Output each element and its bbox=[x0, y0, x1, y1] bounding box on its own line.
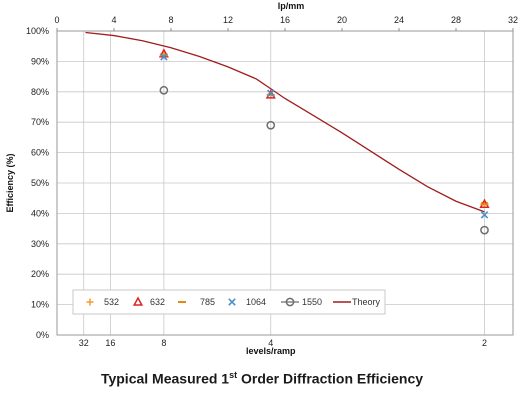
top-tick-label: 32 bbox=[508, 15, 518, 25]
marker-stroke bbox=[480, 211, 489, 219]
legend-item-1064: 1064 bbox=[228, 297, 266, 307]
legend-label: Theory bbox=[352, 297, 381, 307]
top-axis-ticks: 0 4 8 12 16 20 24 28 32 bbox=[54, 15, 518, 31]
data-point bbox=[480, 211, 489, 219]
legend-items: 532 632 785 1064 1550 Theory bbox=[86, 296, 381, 307]
level-grid-lines bbox=[83, 31, 485, 335]
y-tick-label: 60% bbox=[31, 148, 49, 158]
series-785 bbox=[159, 54, 489, 206]
top-tick-label: 28 bbox=[451, 15, 461, 25]
bottom-axis-title: levels/ramp bbox=[246, 346, 296, 356]
data-point bbox=[160, 53, 168, 61]
bottom-tick-label: 2 bbox=[482, 338, 487, 348]
legend-marker bbox=[285, 297, 295, 307]
legend-marker bbox=[228, 298, 236, 306]
top-tick-label: 0 bbox=[54, 15, 59, 25]
marker-shape bbox=[480, 225, 489, 235]
marker-shape bbox=[266, 120, 276, 130]
legend-marker bbox=[86, 298, 94, 306]
top-tick-label: 8 bbox=[168, 15, 173, 25]
legend-item-Theory: Theory bbox=[333, 297, 381, 307]
y-tick-label: 70% bbox=[31, 117, 49, 127]
marker-stroke bbox=[266, 89, 275, 98]
bottom-axis-ticks: 32 16 8 4 2 bbox=[79, 338, 487, 348]
marker-shape bbox=[132, 296, 144, 306]
top-tick-label: 4 bbox=[111, 15, 116, 25]
top-tick-label: 24 bbox=[394, 15, 404, 25]
y-tick-label: 30% bbox=[31, 239, 49, 249]
caption-superscript: st bbox=[229, 370, 238, 380]
marker-stroke bbox=[228, 298, 236, 306]
data-series bbox=[85, 31, 490, 235]
legend-label: 532 bbox=[104, 297, 119, 307]
legend-item-785: 785 bbox=[178, 297, 215, 307]
theory-line bbox=[85, 31, 485, 213]
figure-caption: Typical Measured 1st Order Diffraction E… bbox=[0, 370, 524, 387]
legend: 532 632 785 1064 1550 Theory bbox=[72, 289, 386, 315]
series-1064 bbox=[160, 53, 489, 219]
y-tick-label: 80% bbox=[31, 87, 49, 97]
bottom-tick-label: 8 bbox=[161, 338, 166, 348]
top-axis-title: lp/mm bbox=[278, 1, 305, 11]
caption-prefix: Typical Measured 1 bbox=[100, 370, 230, 387]
legend-marker bbox=[132, 296, 144, 306]
data-point bbox=[266, 120, 276, 130]
grid-lines bbox=[57, 30, 513, 336]
bottom-tick-label: 32 bbox=[79, 338, 89, 348]
top-tick-label: 20 bbox=[337, 15, 347, 25]
legend-item-632: 632 bbox=[132, 296, 165, 307]
series-1550 bbox=[159, 85, 489, 235]
y-axis-ticks: 0% 10% 20% 30% 40% 50% 60% 70% 80% 90% 100% bbox=[26, 26, 49, 340]
legend-item-1550: 1550 bbox=[281, 297, 322, 307]
legend-label: 785 bbox=[200, 297, 215, 307]
legend-item-532: 532 bbox=[86, 297, 119, 307]
data-point bbox=[266, 89, 275, 98]
caption-suffix: Order Diffraction Efficiency bbox=[237, 370, 424, 387]
legend-label: 632 bbox=[150, 297, 165, 307]
marker-shape bbox=[159, 85, 169, 95]
y-tick-label: 20% bbox=[31, 269, 49, 279]
y-tick-label: 50% bbox=[31, 178, 49, 188]
y-axis-title: Efficiency (%) bbox=[5, 153, 15, 212]
marker-stroke bbox=[160, 53, 168, 61]
bottom-tick-label: 4 bbox=[268, 338, 273, 348]
top-tick-label: 16 bbox=[280, 15, 290, 25]
y-tick-label: 0% bbox=[36, 330, 49, 340]
top-tick-label: 12 bbox=[223, 15, 233, 25]
y-tick-label: 100% bbox=[26, 26, 49, 36]
y-tick-label: 90% bbox=[31, 56, 49, 66]
y-tick-label: 10% bbox=[31, 300, 49, 310]
legend-label: 1550 bbox=[302, 297, 322, 307]
marker-shape bbox=[285, 297, 295, 307]
data-point bbox=[480, 225, 489, 235]
y-tick-label: 40% bbox=[31, 208, 49, 218]
data-point bbox=[159, 85, 169, 95]
series-632 bbox=[158, 48, 490, 209]
bottom-tick-label: 16 bbox=[105, 338, 115, 348]
legend-label: 1064 bbox=[246, 297, 266, 307]
